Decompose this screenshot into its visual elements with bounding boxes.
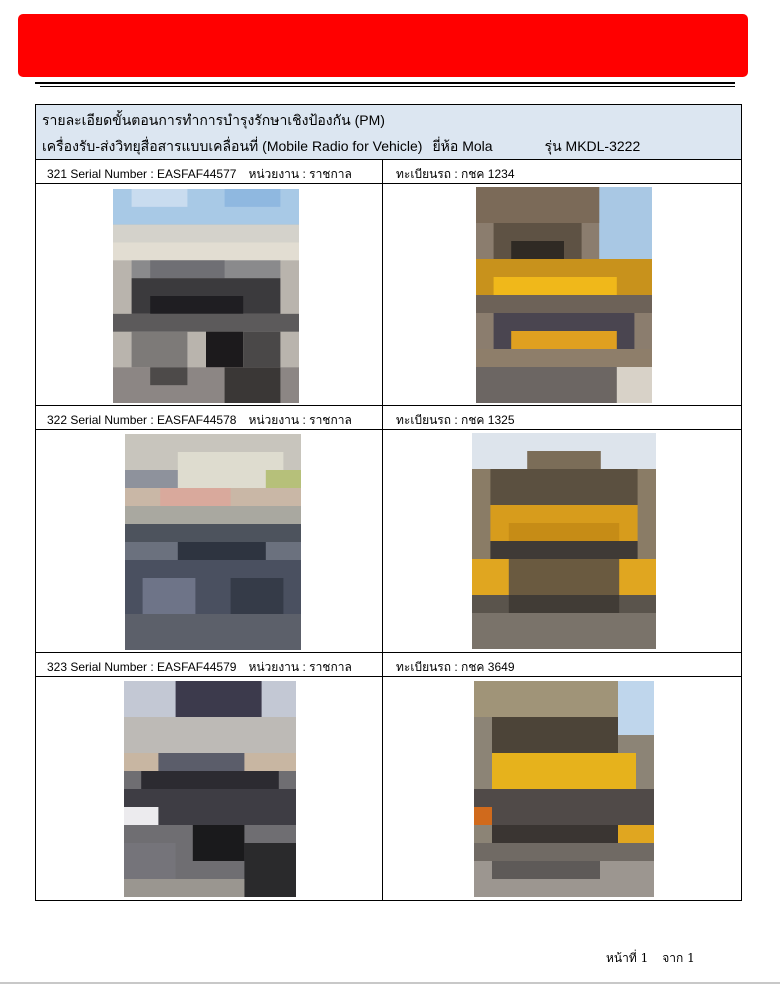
page-current: หน้าที่ 1 — [606, 951, 649, 965]
vehicle-photo — [474, 681, 654, 897]
vehicle-photo — [476, 187, 652, 403]
report-subtitle: เครื่องรับ-ส่งวิทยุสื่อสารแบบเคลื่อนที่ … — [42, 136, 640, 158]
record-photo-row — [36, 430, 741, 653]
pm-report-table: รายละเอียดขั้นตอนการทำการบำรุงรักษาเชิงป… — [35, 104, 742, 901]
radio-installation-photo — [125, 434, 301, 650]
record-photo-row — [36, 184, 741, 406]
record-info-left: 321 Serial Number : EASFAF44577 หน่วยงาน … — [36, 160, 383, 183]
license-plate: ทะเบียนรถ : กชค 1234 — [396, 167, 515, 181]
license-plate: ทะเบียนรถ : กชค 1325 — [396, 413, 515, 427]
device-model: รุ่น MKDL-3222 — [544, 138, 641, 154]
photo-cell-right — [383, 430, 741, 652]
device-description: เครื่องรับ-ส่งวิทยุสื่อสารแบบเคลื่อนที่ … — [42, 138, 423, 154]
radio-installation-photo — [124, 681, 296, 897]
record-info-row: 321 Serial Number : EASFAF44577 หน่วยงาน … — [36, 160, 741, 184]
record-info-row: 323 Serial Number : EASFAF44579 หน่วยงาน … — [36, 653, 741, 677]
agency-unit: หน่วยงาน : ราชกาล — [248, 167, 352, 181]
radio-installation-photo — [113, 189, 299, 403]
photo-cell-right — [383, 184, 741, 405]
report-title-block: รายละเอียดขั้นตอนการทำการบำรุงรักษาเชิงป… — [36, 105, 741, 160]
record-info-row: 322 Serial Number : EASFAF44578 หน่วยงาน … — [36, 406, 741, 430]
record-photo-row — [36, 677, 741, 900]
photo-cell-left — [36, 184, 383, 405]
agency-unit: หน่วยงาน : ราชกาล — [248, 660, 352, 674]
header-divider-thick — [35, 82, 735, 84]
header-band — [18, 14, 748, 77]
vehicle-photo — [472, 433, 656, 649]
page-number: หน้าที่ 1 จาก 1 — [606, 949, 695, 968]
serial-number: 322 Serial Number : EASFAF44578 — [47, 413, 237, 427]
header-divider-thin — [40, 86, 735, 87]
report-title: รายละเอียดขั้นตอนการทำการบำรุงรักษาเชิงป… — [42, 112, 385, 128]
page-bottom-line — [0, 982, 780, 984]
serial-number: 321 Serial Number : EASFAF44577 — [47, 167, 237, 181]
photo-cell-left — [36, 430, 383, 652]
page-total: จาก 1 — [662, 951, 695, 965]
photo-cell-left — [36, 677, 383, 900]
agency-unit: หน่วยงาน : ราชกาล — [248, 413, 352, 427]
device-brand: ยี่ห้อ Mola — [432, 138, 493, 154]
serial-number: 323 Serial Number : EASFAF44579 — [47, 660, 237, 674]
license-plate: ทะเบียนรถ : กชค 3649 — [396, 660, 515, 674]
photo-cell-right — [383, 677, 741, 900]
record-info-left: 322 Serial Number : EASFAF44578 หน่วยงาน … — [36, 406, 383, 429]
record-info-left: 323 Serial Number : EASFAF44579 หน่วยงาน … — [36, 653, 383, 676]
